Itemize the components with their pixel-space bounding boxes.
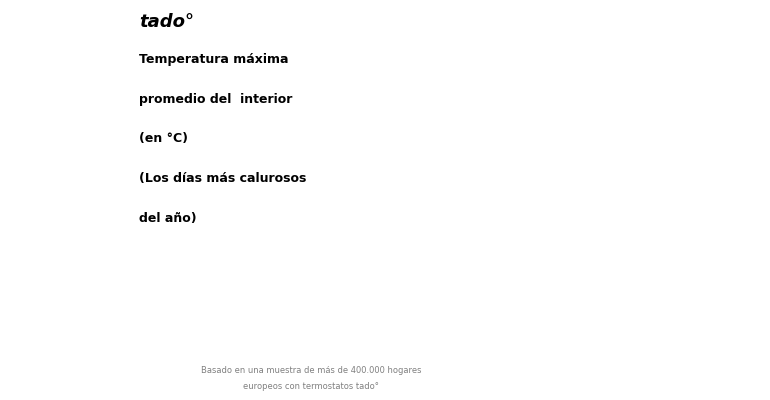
Text: Basado en una muestra de más de 400.000 hogares: Basado en una muestra de más de 400.000 …	[201, 366, 421, 375]
Text: europeos con termostatos tado°: europeos con termostatos tado°	[243, 382, 379, 391]
Text: promedio del  interior: promedio del interior	[139, 93, 292, 106]
Text: del año): del año)	[139, 212, 196, 225]
Text: Temperatura máxima: Temperatura máxima	[139, 53, 288, 66]
Text: (en °C): (en °C)	[139, 132, 188, 146]
Text: (Los días más calurosos: (Los días más calurosos	[139, 172, 306, 185]
Text: tado°: tado°	[139, 13, 194, 31]
